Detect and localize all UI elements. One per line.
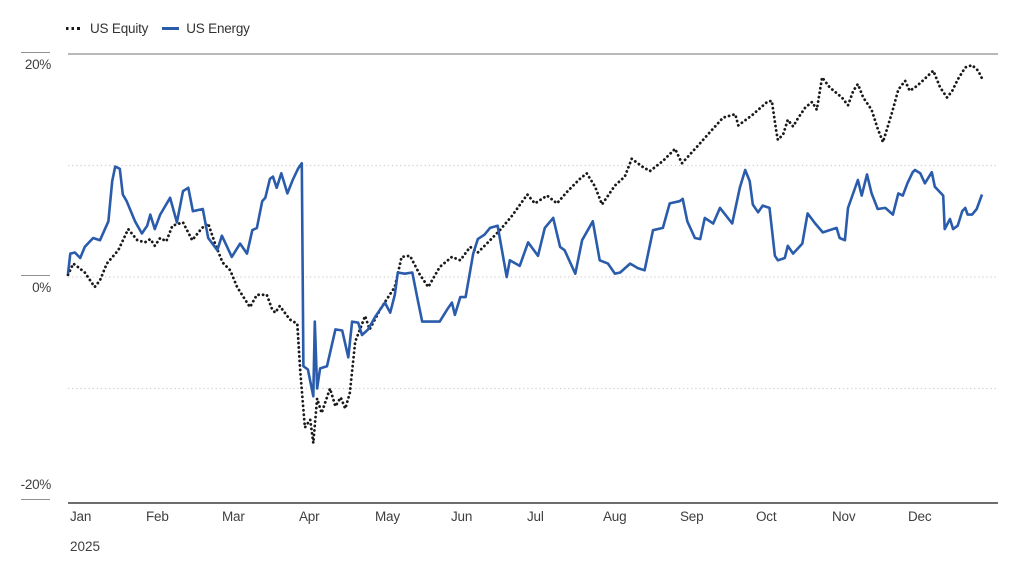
x-axis-label-nov: Nov [832, 509, 856, 524]
x-axis-label-may: May [375, 509, 400, 524]
x-axis-label-oct: Oct [756, 509, 777, 524]
x-axis-label-dec: Dec [908, 509, 932, 524]
legend: US Equity US Energy [66, 21, 250, 36]
y-axis-label: -20% [20, 477, 52, 492]
y-axis-tick [21, 52, 50, 53]
x-axis-label-mar: Mar [222, 509, 245, 524]
legend-label-us-energy: US Energy [186, 21, 250, 36]
legend-item-us-energy: US Energy [162, 21, 250, 36]
x-axis-label-jun: Jun [451, 509, 473, 524]
x-axis-label-feb: Feb [146, 509, 169, 524]
y-axis-tick [21, 499, 50, 500]
x-axis-label-apr: Apr [299, 509, 320, 524]
x-axis-year-label: 2025 [70, 539, 101, 554]
y-axis-label: 20% [24, 57, 51, 72]
legend-label-us-equity: US Equity [90, 21, 149, 36]
x-axis-label-aug: Aug [603, 509, 627, 524]
y-axis-label: 0% [32, 280, 51, 295]
x-axis-label-sep: Sep [680, 509, 704, 524]
x-axis-label-jan: Jan [70, 509, 92, 524]
x-axis: Jan Feb Mar Apr May Jun Jul Aug Sep Oct … [0, 509, 1024, 527]
solid-line-marker-icon [162, 27, 180, 30]
series-line-us-equity [66, 63, 984, 445]
y-axis-tick [21, 275, 50, 276]
legend-item-us-equity: US Equity [66, 21, 148, 36]
series-line-us-energy [66, 162, 984, 398]
dotted-line-marker-icon [66, 27, 83, 30]
x-axis-label-jul: Jul [527, 509, 544, 524]
